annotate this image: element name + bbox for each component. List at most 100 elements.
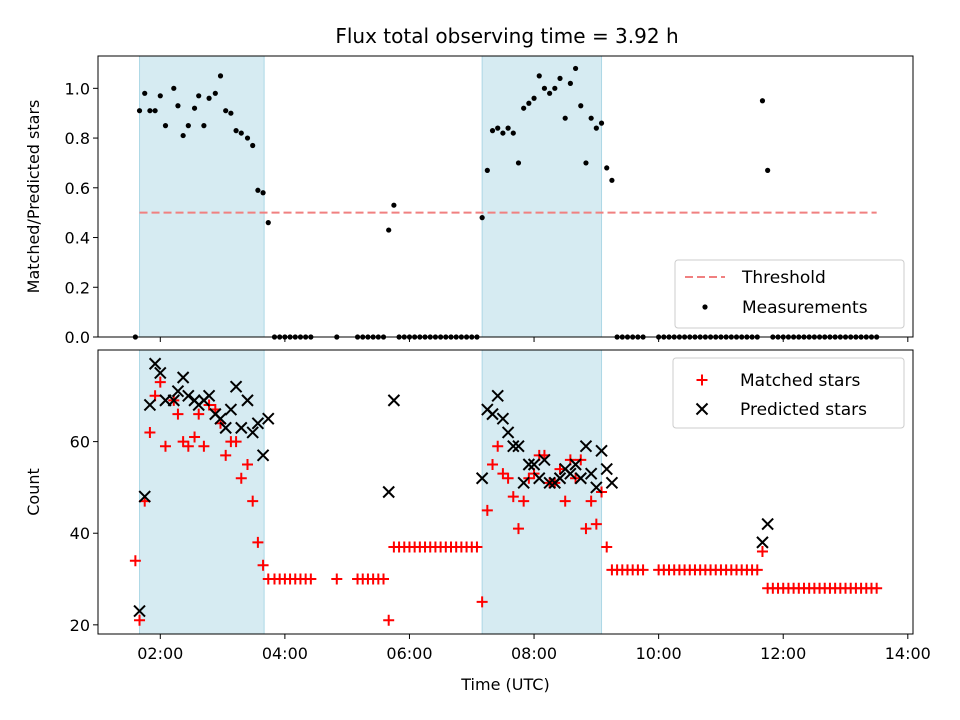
data-point [180, 132, 186, 139]
data-point-x [569, 458, 582, 471]
data-point [238, 130, 244, 136]
data-point-x [475, 472, 489, 485]
data-point [479, 215, 485, 221]
bottom-panel: 20 40 60 02:00 04:00 06:00 08:00 10:00 12:00 14:0… [24, 349, 931, 694]
data-point-x [486, 407, 499, 421]
data-point-plus [751, 564, 763, 576]
data-point-plus [476, 596, 488, 608]
data-point-plus [871, 582, 883, 594]
data-point-plus [235, 472, 247, 484]
shaded-interval [139, 349, 265, 635]
data-point-plus [756, 546, 768, 558]
data-point [233, 128, 239, 134]
data-point-plus [590, 518, 602, 530]
data-point [604, 165, 610, 171]
y-tick-label: 0.8 [65, 129, 90, 148]
data-point-x [543, 476, 556, 490]
data-point-x [229, 380, 243, 393]
data-point [526, 100, 532, 106]
legend-box [672, 357, 905, 429]
data-point-plus [182, 440, 194, 452]
y-axis-label: Matched/Predicted stars [24, 100, 43, 294]
data-point [505, 125, 511, 131]
data-point-plus [134, 614, 146, 626]
data-point-x [176, 371, 190, 384]
x-tick-label: 12:00 [760, 644, 806, 663]
data-point [147, 108, 153, 114]
data-point-x [167, 394, 180, 407]
chart-title: Flux total observing time = 3.92 h [335, 24, 678, 48]
x-tick-label: 02:00 [137, 644, 183, 663]
legend-matched-label: Matched stars [740, 371, 860, 391]
data-point [557, 75, 563, 81]
legend-box [674, 259, 905, 329]
data-point-plus [637, 564, 649, 576]
data-point [572, 65, 579, 72]
shaded-interval [481, 55, 603, 338]
data-point-plus [154, 376, 166, 388]
data-point-x [219, 421, 232, 435]
data-point-plus [554, 463, 566, 475]
data-point-x [527, 458, 541, 471]
data-point-plus [471, 541, 483, 553]
data-point [152, 108, 158, 114]
data-point-x [387, 394, 401, 407]
data-point-x [202, 389, 216, 403]
x-axis-label: Time (UTC) [460, 675, 549, 694]
data-point [142, 90, 148, 96]
data-point [162, 123, 169, 129]
data-point [201, 123, 207, 129]
data-point-x [564, 467, 577, 480]
data-point-x [761, 517, 774, 531]
data-point [541, 85, 548, 91]
data-point [250, 142, 256, 149]
data-point-x [574, 472, 587, 485]
data-point-x [382, 485, 395, 499]
data-point-x [584, 467, 598, 480]
data-point-plus [487, 459, 499, 471]
data-point-plus [189, 431, 201, 443]
data-point-x [133, 604, 146, 618]
data-point-x [501, 426, 515, 439]
data-point [223, 108, 229, 114]
data-point-x [251, 417, 265, 430]
data-point [196, 93, 202, 99]
data-point-x [182, 389, 195, 403]
data-point [136, 108, 143, 114]
data-point [185, 123, 191, 129]
data-point-plus [252, 536, 264, 548]
data-point-x [246, 426, 259, 439]
data-point-plus [331, 573, 343, 585]
data-point [171, 85, 177, 91]
data-point [552, 85, 558, 91]
y-tick-label: 40 [70, 524, 90, 543]
data-point [536, 73, 542, 79]
data-point [521, 105, 527, 111]
data-point-x [241, 394, 254, 407]
data-point-x [538, 453, 551, 467]
data-point [265, 220, 271, 226]
data-point [562, 115, 568, 121]
data-point-plus [518, 495, 530, 507]
data-point-plus [220, 449, 232, 461]
data-point [260, 190, 266, 196]
x-tick-label: 10:00 [636, 644, 682, 663]
data-point-plus [159, 440, 171, 452]
legend-measurements-swatch [702, 304, 708, 310]
data-point [217, 73, 224, 79]
data-point [598, 120, 605, 126]
data-point-x [533, 472, 546, 485]
data-point-plus [492, 440, 504, 452]
data-point-plus [383, 614, 395, 626]
data-point-plus [481, 504, 493, 516]
data-point [212, 90, 218, 96]
data-point [531, 95, 537, 101]
legend-measurements-label: Measurements [742, 298, 868, 318]
data-point [510, 130, 516, 136]
data-point-plus [193, 408, 205, 420]
data-point-x [224, 403, 238, 416]
data-point [489, 128, 496, 134]
data-point [609, 177, 615, 183]
data-point-plus [129, 555, 141, 567]
data-point-x [553, 472, 567, 485]
